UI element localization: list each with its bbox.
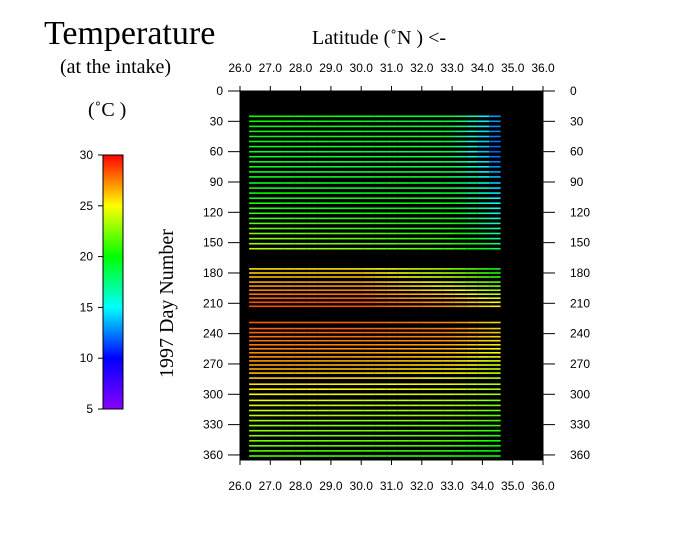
y-tick-label-right: 150 bbox=[570, 236, 590, 250]
y-tick-label-right: 90 bbox=[570, 175, 584, 189]
colorbar-tick-label: 10 bbox=[80, 351, 94, 365]
y-tick-label-right: 300 bbox=[570, 387, 590, 401]
x-tick-label-bottom: 28.0 bbox=[289, 479, 313, 493]
colorbar-tick-label: 25 bbox=[80, 199, 94, 213]
chart-subtitle: (at the intake) bbox=[60, 56, 172, 78]
plot-axes: 26.0 26.0 27.0 27.0 28.0 28.0 29.0 29.0 30.0 30.0… bbox=[203, 61, 590, 493]
x-tick-label-top: 32.0 bbox=[410, 61, 434, 75]
colorbar-tick-label: 30 bbox=[80, 148, 94, 162]
chart-title: Temperature bbox=[44, 15, 216, 52]
x-tick-label-top: 31.0 bbox=[380, 61, 404, 75]
x-tick-label-bottom: 32.0 bbox=[410, 479, 434, 493]
colorbar-bar bbox=[102, 154, 124, 410]
y-tick-label-left: 30 bbox=[210, 114, 224, 128]
y-tick-label-left: 300 bbox=[203, 387, 223, 401]
x-tick-label-bottom: 34.0 bbox=[471, 479, 495, 493]
y-tick-label-right: 180 bbox=[570, 266, 590, 280]
y-tick-label-right: 240 bbox=[570, 327, 590, 341]
x-tick-label-bottom: 27.0 bbox=[259, 479, 283, 493]
y-tick-label-right: 30 bbox=[570, 114, 584, 128]
x-tick-label-top: 28.0 bbox=[289, 61, 313, 75]
colorbar-tick-label: 20 bbox=[80, 250, 94, 264]
x-tick-label-top: 26.0 bbox=[228, 61, 252, 75]
x-tick-label-bottom: 29.0 bbox=[319, 479, 343, 493]
y-tick-label-left: 330 bbox=[203, 418, 223, 432]
y-tick-label-right: 330 bbox=[570, 418, 590, 432]
x-tick-label-top: 35.0 bbox=[501, 61, 525, 75]
y-tick-label-right: 360 bbox=[570, 448, 590, 462]
x-tick-label-top: 29.0 bbox=[319, 61, 343, 75]
colorbar-unit-label: (˚C ) bbox=[88, 99, 127, 121]
x-axis-label: Latitude (˚N ) <- bbox=[312, 27, 447, 49]
y-tick-label-left: 150 bbox=[203, 236, 223, 250]
colorbar-tick-label: 5 bbox=[86, 402, 93, 416]
x-tick-label-top: 36.0 bbox=[531, 61, 555, 75]
y-tick-label-right: 60 bbox=[570, 145, 584, 159]
y-tick-label-right: 270 bbox=[570, 357, 590, 371]
y-tick-label-left: 60 bbox=[210, 145, 224, 159]
y-tick-label-left: 90 bbox=[210, 175, 224, 189]
x-tick-label-bottom: 33.0 bbox=[440, 479, 464, 493]
y-tick-label-left: 0 bbox=[216, 84, 223, 98]
y-tick-label-left: 120 bbox=[203, 205, 223, 219]
x-tick-label-top: 33.0 bbox=[440, 61, 464, 75]
y-tick-label-left: 360 bbox=[203, 448, 223, 462]
colorbar: 30 25 20 15 10 5 bbox=[80, 148, 124, 416]
x-tick-label-bottom: 35.0 bbox=[501, 479, 525, 493]
x-tick-label-top: 34.0 bbox=[471, 61, 495, 75]
colorbar-tick-label: 15 bbox=[80, 300, 94, 314]
x-tick-label-top: 30.0 bbox=[350, 61, 374, 75]
y-tick-label-left: 240 bbox=[203, 327, 223, 341]
y-tick-label-left: 210 bbox=[203, 296, 223, 310]
x-tick-label-bottom: 31.0 bbox=[380, 479, 404, 493]
y-tick-label-right: 120 bbox=[570, 205, 590, 219]
transect-lines bbox=[249, 115, 501, 457]
x-tick-label-bottom: 36.0 bbox=[531, 479, 555, 493]
y-tick-label-left: 270 bbox=[203, 357, 223, 371]
y-tick-label-right: 0 bbox=[570, 84, 577, 98]
x-tick-label-top: 27.0 bbox=[259, 61, 283, 75]
y-tick-label-right: 210 bbox=[570, 296, 590, 310]
y-tick-label-left: 180 bbox=[203, 266, 223, 280]
x-tick-label-bottom: 26.0 bbox=[228, 479, 252, 493]
x-tick-label-bottom: 30.0 bbox=[350, 479, 374, 493]
